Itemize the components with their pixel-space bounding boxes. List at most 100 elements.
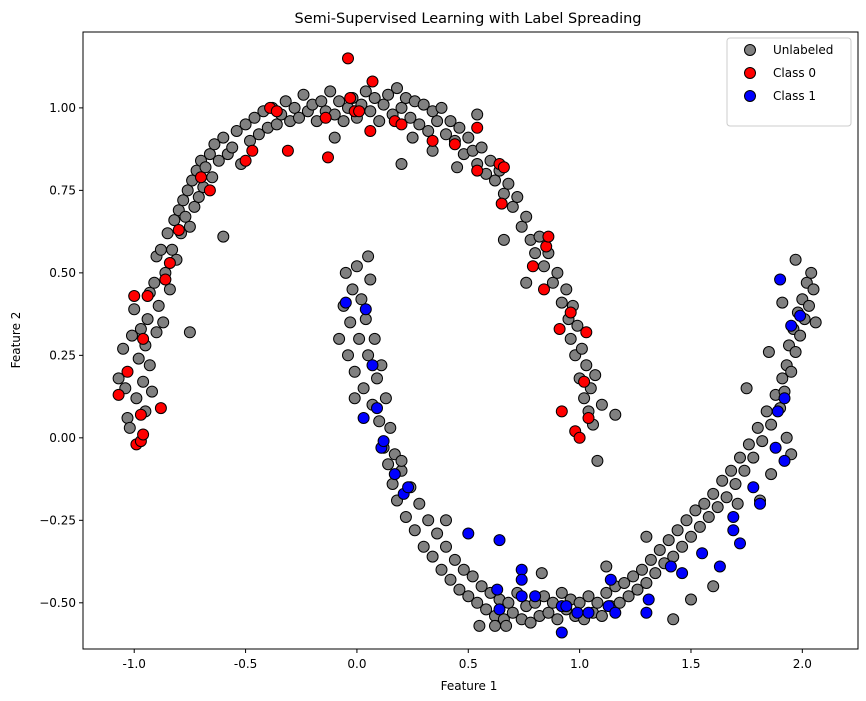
point-unlabeled <box>448 553 461 566</box>
point-class-0 <box>526 260 539 273</box>
point-unlabeled <box>776 372 789 385</box>
point-unlabeled <box>217 131 230 144</box>
point-class-1 <box>388 468 401 481</box>
point-unlabeled <box>359 313 372 326</box>
point-unlabeled <box>707 487 720 500</box>
point-unlabeled <box>226 141 239 154</box>
point-unlabeled <box>382 88 395 101</box>
point-class-1 <box>582 606 595 619</box>
point-unlabeled <box>279 95 292 108</box>
point-class-0 <box>239 154 252 167</box>
point-unlabeled <box>123 421 136 434</box>
point-unlabeled <box>564 332 577 345</box>
point-unlabeled <box>348 365 361 378</box>
point-class-1 <box>747 481 760 494</box>
x-axis-label: Feature 1 <box>441 679 498 693</box>
point-unlabeled <box>529 247 542 260</box>
x-axis-ticks: -1.0 -0.5 0.0 0.5 1.0 1.5 2.0 <box>123 649 812 671</box>
legend-label-unlabeled: Unlabeled <box>773 43 833 57</box>
point-unlabeled <box>377 98 390 111</box>
point-unlabeled <box>747 451 760 464</box>
point-unlabeled <box>676 540 689 553</box>
point-unlabeled <box>571 319 584 332</box>
point-unlabeled <box>734 451 746 464</box>
point-unlabeled <box>395 158 408 170</box>
point-unlabeled <box>707 580 720 593</box>
point-class-0 <box>322 151 334 164</box>
point-unlabeled <box>500 619 513 632</box>
point-unlabeled <box>520 276 533 289</box>
point-unlabeled <box>161 227 174 240</box>
point-unlabeled <box>348 392 361 405</box>
point-class-0 <box>366 75 379 88</box>
point-class-0 <box>195 171 207 184</box>
point-class-1 <box>491 583 504 596</box>
point-class-0 <box>542 230 555 243</box>
point-unlabeled <box>520 210 533 223</box>
point-unlabeled <box>742 438 755 451</box>
point-unlabeled <box>466 570 479 583</box>
point-unlabeled <box>157 316 170 329</box>
point-class-1 <box>560 600 573 613</box>
point-unlabeled <box>609 408 622 421</box>
point-unlabeled <box>431 527 444 540</box>
y-axis-ticks: −0.50 −0.25 0.00 0.25 0.50 0.75 1.00 <box>39 101 83 610</box>
point-unlabeled <box>288 101 301 114</box>
point-unlabeled <box>560 283 573 296</box>
point-class-1 <box>642 593 655 606</box>
point-class-1 <box>774 273 787 286</box>
point-unlabeled <box>760 405 773 418</box>
y-tick-label: −0.50 <box>39 596 76 610</box>
legend-marker-class-1 <box>744 90 756 102</box>
y-tick-label: 0.50 <box>49 266 76 280</box>
point-unlabeled <box>751 421 764 434</box>
point-unlabeled <box>457 563 470 576</box>
point-unlabeled <box>440 514 452 527</box>
point-unlabeled <box>595 398 608 411</box>
point-unlabeled <box>725 464 738 477</box>
point-unlabeled <box>386 478 399 490</box>
point-unlabeled <box>738 464 751 477</box>
point-class-0 <box>580 326 593 339</box>
point-class-1 <box>727 511 740 523</box>
point-unlabeled <box>546 276 559 289</box>
point-unlabeled <box>252 128 265 141</box>
point-class-1 <box>357 412 370 424</box>
point-class-0 <box>578 375 591 388</box>
point-unlabeled <box>640 577 653 589</box>
y-tick-label: −0.25 <box>39 513 76 527</box>
point-unlabeled <box>293 111 305 124</box>
point-unlabeled <box>121 412 134 424</box>
point-class-1 <box>664 560 677 573</box>
point-unlabeled <box>591 596 604 609</box>
point-unlabeled <box>502 596 515 609</box>
point-class-0 <box>538 283 550 296</box>
point-unlabeled <box>475 141 488 154</box>
point-class-1 <box>515 563 528 576</box>
point-unlabeled <box>132 352 145 365</box>
point-class-0 <box>495 197 508 210</box>
point-class-0 <box>564 306 577 319</box>
point-unlabeled <box>765 418 778 431</box>
point-unlabeled <box>680 514 693 527</box>
point-unlabeled <box>502 177 515 190</box>
point-class-1 <box>339 296 352 309</box>
point-unlabeled <box>671 524 684 537</box>
point-unlabeled <box>551 266 564 279</box>
point-unlabeled <box>126 329 138 342</box>
point-class-1 <box>727 524 740 537</box>
point-unlabeled <box>373 115 386 128</box>
point-unlabeled <box>789 253 802 266</box>
point-class-0 <box>121 365 134 378</box>
point-unlabeled <box>379 392 392 405</box>
point-unlabeled <box>230 125 243 137</box>
point-unlabeled <box>444 115 457 128</box>
point-unlabeled <box>689 504 702 517</box>
point-unlabeled <box>720 491 733 504</box>
point-unlabeled <box>350 260 363 273</box>
legend-marker-unlabeled <box>744 44 756 56</box>
point-unlabeled <box>693 520 706 533</box>
plot-frame <box>82 31 859 650</box>
point-unlabeled <box>542 606 555 619</box>
point-unlabeled <box>166 243 179 256</box>
